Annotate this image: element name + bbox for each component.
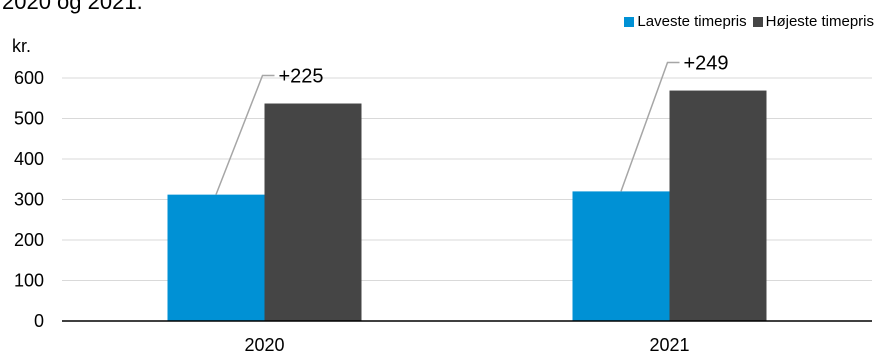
chart-title: 2020 og 2021. xyxy=(2,0,143,14)
bar-laveste-timepris-2021 xyxy=(572,191,670,321)
y-tick-label-0: 0 xyxy=(34,311,44,331)
chart-legend: Laveste timepris Højeste timepris xyxy=(622,13,874,30)
y-tick-label-200: 200 xyxy=(14,230,44,250)
annotation-label-2020: +225 xyxy=(279,66,324,88)
y-tick-label-600: 600 xyxy=(14,68,44,88)
annotation-leader-2021 xyxy=(620,61,680,192)
bar-laveste-timepris-2020 xyxy=(167,194,265,321)
y-tick-label-100: 100 xyxy=(14,271,44,291)
legend-label-hojeste: Højeste timepris xyxy=(765,13,874,30)
y-tick-label-400: 400 xyxy=(14,149,44,169)
legend-item-hojeste: Højeste timepris xyxy=(752,13,874,30)
annotation-label-2021: +249 xyxy=(684,53,729,75)
legend-item-laveste: Laveste timepris xyxy=(624,13,747,30)
bar-h-jeste-timepris-2020 xyxy=(264,103,362,321)
x-tick-label-2020: 2020 xyxy=(244,335,284,355)
y-axis-unit-label: kr. xyxy=(12,36,31,56)
x-tick-label-2021: 2021 xyxy=(649,335,689,355)
bar-h-jeste-timepris-2021 xyxy=(669,90,767,322)
annotation-leader-2020 xyxy=(215,74,275,195)
legend-swatch-laveste xyxy=(624,16,635,27)
legend-swatch-hojeste xyxy=(752,16,763,27)
y-tick-label-500: 500 xyxy=(14,109,44,129)
y-tick-label-300: 300 xyxy=(14,190,44,210)
legend-label-laveste: Laveste timepris xyxy=(637,13,747,30)
